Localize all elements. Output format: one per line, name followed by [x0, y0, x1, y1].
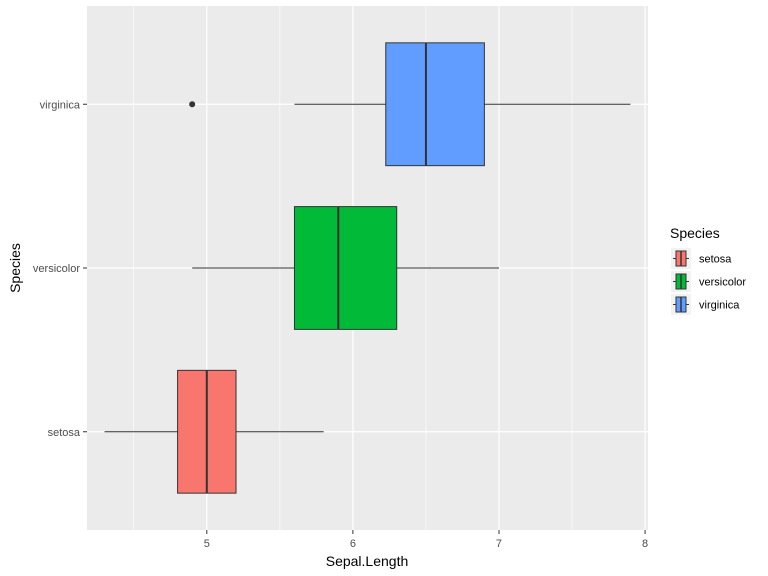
x-tick-label: 6 — [350, 538, 356, 550]
box-versicolor — [192, 206, 499, 330]
legend-item-virginica: virginica — [671, 294, 740, 315]
box-setosa — [104, 369, 324, 494]
x-tick-label: 7 — [496, 538, 502, 550]
x-axis: 5 6 7 8 — [204, 530, 648, 550]
outlier-point — [189, 101, 196, 108]
y-tick-label: versicolor — [33, 263, 80, 275]
legend-title: Species — [670, 225, 720, 241]
box-virginica — [189, 42, 631, 167]
box-iqr — [293, 206, 398, 330]
box-layer — [104, 42, 631, 494]
legend-item-versicolor: versicolor — [671, 271, 746, 292]
box-iqr — [385, 42, 485, 167]
legend-label: versicolor — [699, 277, 746, 289]
x-tick-label: 8 — [642, 538, 648, 550]
y-tick-label: virginica — [40, 99, 81, 111]
y-axis: setosa versicolor virginica — [33, 99, 87, 439]
legend-label: setosa — [699, 254, 732, 266]
legend: Species setosa versicolor virginica — [670, 225, 746, 315]
x-tick-label: 5 — [204, 538, 210, 550]
x-axis-title: Sepal.Length — [326, 553, 409, 569]
legend-item-setosa: setosa — [671, 248, 732, 269]
y-axis-title: Species — [7, 243, 23, 293]
y-tick-label: setosa — [48, 427, 81, 439]
legend-label: virginica — [699, 300, 740, 312]
